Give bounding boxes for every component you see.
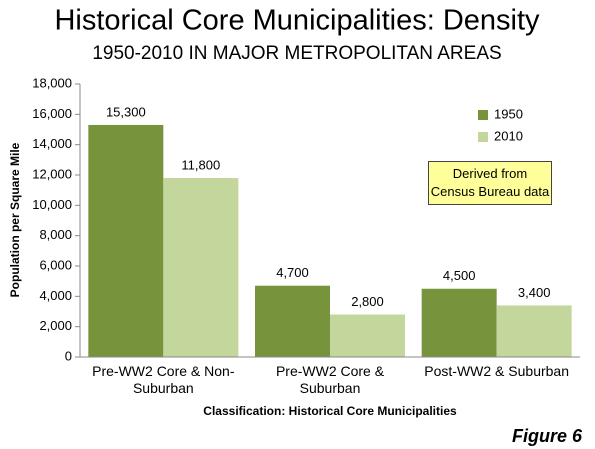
chart-subtitle: 1950-2010 IN MAJOR METROPOLITAN AREAS <box>92 43 501 64</box>
legend-label: 2010 <box>494 128 523 143</box>
value-label: 4,700 <box>276 265 309 280</box>
value-label: 15,300 <box>106 104 146 119</box>
legend-swatch <box>478 132 488 142</box>
y-tick-label: 16,000 <box>32 106 72 121</box>
value-label: 3,400 <box>518 285 551 300</box>
y-tick-label: 12,000 <box>32 166 72 181</box>
chart-title: Historical Core Municipalities: Density <box>54 5 540 37</box>
bar <box>163 178 239 357</box>
x-tick-label: Pre-WW2 Core & Non-Suburban <box>92 363 235 396</box>
bar <box>330 314 405 357</box>
x-tick-label: Pre-WW2 Core & Suburban <box>275 363 385 396</box>
bar <box>88 124 164 357</box>
y-tick-label: 18,000 <box>32 75 72 90</box>
legend-label: 1950 <box>494 106 523 121</box>
y-tick-label: 8,000 <box>39 227 72 242</box>
annotation: Derived from Census Bureau data <box>428 161 552 205</box>
y-tick-label: 14,000 <box>32 136 72 151</box>
figure-label: Figure 6 <box>512 426 583 446</box>
bar <box>421 288 497 357</box>
y-tick-label: 10,000 <box>32 197 72 212</box>
y-tick-label: 0 <box>65 348 72 363</box>
y-tick-label: 4,000 <box>39 288 72 303</box>
legend-swatch <box>478 110 488 120</box>
value-label: 4,500 <box>443 268 476 283</box>
value-label: 2,800 <box>351 294 384 309</box>
y-tick-label: 6,000 <box>39 257 72 272</box>
x-axis-label: Classification: Historical Core Municipa… <box>203 404 457 418</box>
y-axis-label: Population per Square Mile <box>8 142 22 297</box>
y-tick-label: 2,000 <box>39 318 72 333</box>
x-tick-label: Post-WW2 & Suburban <box>424 363 570 379</box>
value-label: 11,800 <box>181 157 220 172</box>
bar <box>255 285 330 357</box>
bar <box>496 305 572 357</box>
